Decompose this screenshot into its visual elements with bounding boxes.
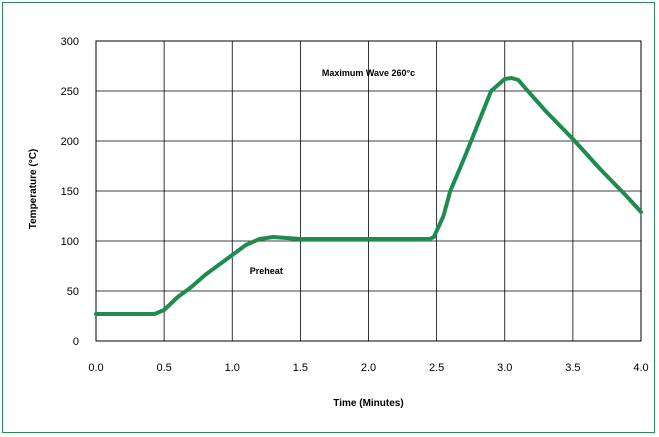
y-tick-label: 100	[61, 236, 79, 248]
temperature-series-line	[94, 76, 643, 316]
chart-frame	[2, 2, 655, 433]
x-tick-label: 0.5	[156, 362, 171, 374]
plot-area	[95, 40, 642, 342]
y-tick-label: 0	[73, 336, 79, 348]
x-tick-label: 3.5	[565, 362, 580, 374]
annotation-label: Preheat	[250, 266, 283, 276]
x-tick-label: 2.5	[429, 362, 444, 374]
annotation-label: Maximum Wave 260°c	[322, 68, 415, 78]
y-axis-title: Temperature (°C)	[28, 149, 39, 230]
x-tick-label: 4.0	[633, 362, 648, 374]
y-tick-label: 200	[61, 136, 79, 148]
x-tick-label: 1.5	[293, 362, 308, 374]
y-tick-label: 150	[61, 186, 79, 198]
y-tick-label: 250	[61, 86, 79, 98]
x-tick-label: 0.0	[88, 362, 103, 374]
x-tick-label: 2.0	[361, 362, 376, 374]
annotations: Maximum Wave 260°c Preheat	[250, 68, 415, 276]
axis-ticks: 0.0 0.5 1.0 1.5 2.0 2.5 3.0 3.5 4.0 0 50 100 150 200 2…	[61, 36, 649, 374]
x-tick-label: 3.0	[497, 362, 512, 374]
x-axis-title: Time (Minutes)	[333, 398, 403, 409]
x-tick-label: 1.0	[225, 362, 240, 374]
y-tick-label: 300	[61, 36, 79, 48]
y-tick-label: 50	[67, 286, 79, 298]
